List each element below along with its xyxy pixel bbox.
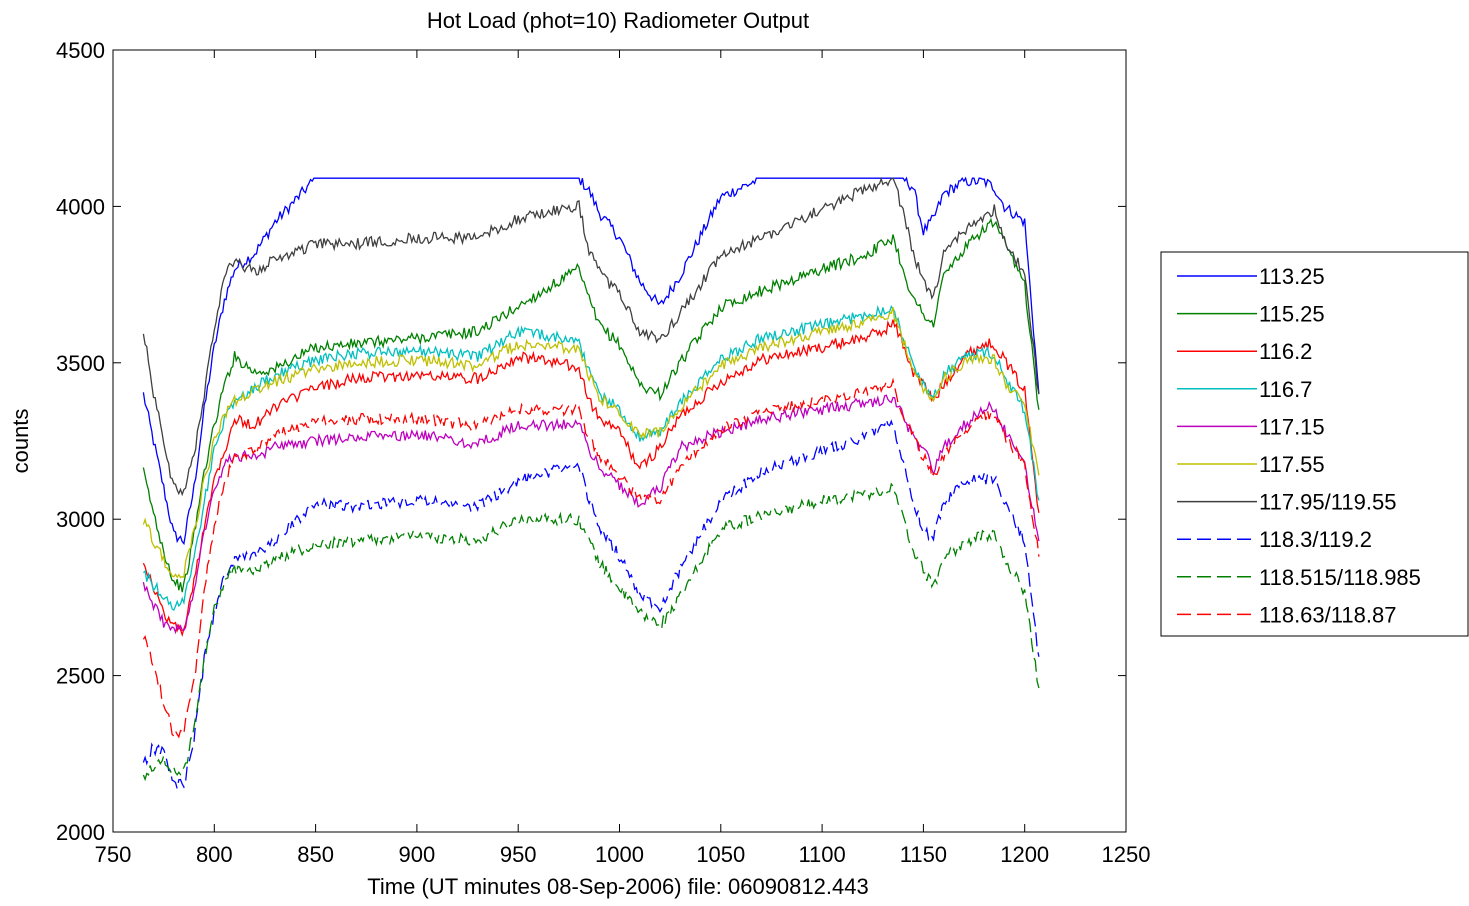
- x-tick-label: 1000: [595, 842, 644, 867]
- y-tick-label: 2000: [56, 820, 105, 845]
- x-tick-label: 1150: [900, 842, 947, 867]
- legend-label: 116.7: [1259, 377, 1312, 402]
- x-tick-label: 800: [196, 842, 233, 867]
- y-axis-label: counts: [8, 409, 33, 474]
- legend-label: 117.55: [1259, 452, 1325, 477]
- chart-title: Hot Load (phot=10) Radiometer Output: [427, 8, 809, 33]
- series-line: [142, 377, 1040, 739]
- x-tick-label: 1100: [798, 842, 845, 867]
- x-tick-label: 850: [297, 842, 334, 867]
- series-layer: [142, 176, 1040, 789]
- y-tick-label: 4000: [56, 194, 105, 219]
- x-tick-label: 1050: [696, 842, 745, 867]
- x-tick-label: 900: [399, 842, 436, 867]
- legend-label: 113.25: [1259, 264, 1325, 289]
- legend-box: [1160, 251, 1469, 637]
- y-tick-label: 3500: [56, 351, 105, 376]
- series-line: [142, 417, 1040, 789]
- series-line: [142, 307, 1040, 579]
- legend: 113.25 115.25 116.2 116.7 117.15 117.55 117.95…: [1160, 251, 1469, 637]
- y-tick-label: 4500: [56, 38, 105, 63]
- legend-label: 117.15: [1259, 414, 1325, 439]
- series-line: [142, 482, 1040, 782]
- x-tick-label: 1250: [1102, 842, 1151, 867]
- ticks-layer: 750 800 850 900 950 1000 1050 1100 1150 1200 1250 2…: [56, 38, 1150, 867]
- legend-label: 118.515/118.985: [1259, 565, 1421, 590]
- legend-label: 116.2: [1259, 339, 1312, 364]
- x-tick-label: 1200: [1000, 842, 1049, 867]
- x-tick-label: 750: [95, 842, 132, 867]
- legend-label: 115.25: [1259, 302, 1325, 327]
- legend-label: 118.63/118.87: [1259, 602, 1396, 627]
- series-line: [142, 217, 1040, 593]
- y-tick-label: 3000: [56, 507, 105, 532]
- legend-label: 118.3/119.2: [1259, 527, 1372, 552]
- series-line: [142, 319, 1040, 638]
- x-axis-label: Time (UT minutes 08-Sep-2006) file: 0609…: [367, 874, 868, 899]
- series-line: [142, 176, 1040, 497]
- series-line: [142, 394, 1040, 635]
- y-tick-label: 2500: [56, 664, 105, 689]
- plot-area: [112, 49, 1127, 833]
- legend-label: 117.95/119.55: [1259, 490, 1396, 515]
- series-line: [142, 176, 1040, 546]
- x-tick-label: 950: [500, 842, 537, 867]
